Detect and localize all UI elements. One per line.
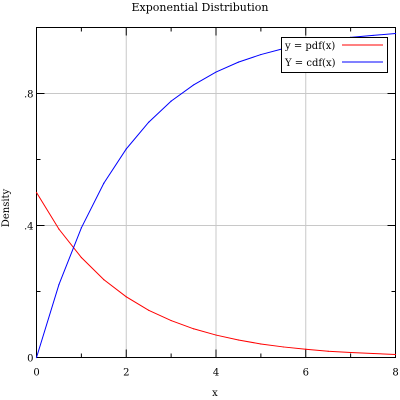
y-tick-label: .4 [24, 222, 34, 233]
series-1-point [148, 121, 150, 123]
tick-layer: 0 2 4 6 8 0 .4 .8 [24, 27, 399, 379]
series-1-point [372, 34, 374, 37]
y-tick-label: 0 [27, 354, 33, 365]
series-1-point [192, 84, 195, 86]
series-0-point [282, 346, 284, 348]
series-0-point [58, 228, 60, 230]
series-0-point [327, 350, 329, 352]
series-0-point [103, 279, 105, 281]
x-tick-label: 2 [123, 368, 129, 379]
series-0-point [260, 343, 262, 345]
series-1-point [237, 61, 240, 63]
series-0-point [394, 353, 397, 356]
grid-layer [36, 27, 396, 358]
x-tick-label: 6 [303, 368, 309, 379]
series-0-point [148, 309, 150, 311]
series-0-point [237, 339, 240, 341]
legend: y = pdf(x) Y = cdf(x) [281, 37, 388, 73]
legend-label-cdf: Y = cdf(x) [284, 58, 336, 69]
series-0-point [170, 319, 172, 322]
series-0-point [350, 351, 352, 354]
x-tick-label: 8 [392, 368, 398, 379]
series-1-point [260, 53, 262, 56]
series-0-point [372, 352, 374, 355]
series-0-point [215, 334, 217, 336]
x-tick-label: 0 [33, 368, 39, 379]
series-1-point [80, 227, 82, 229]
legend-box [281, 37, 388, 73]
series-1-point [170, 100, 172, 102]
legend-label-pdf: y = pdf(x) [284, 41, 335, 52]
x-axis-label: x [212, 388, 218, 399]
chart-title: Exponential Distribution [131, 1, 268, 14]
series-0-point [125, 296, 127, 298]
y-axis-label: Density [1, 188, 12, 227]
series-0-point [80, 256, 82, 259]
series-1-point [35, 356, 38, 359]
series-0-point [35, 191, 38, 194]
series-0-point [192, 328, 195, 330]
series-1-point [394, 32, 397, 35]
y-tick-label: .8 [24, 90, 34, 101]
series-1-point [215, 71, 217, 73]
series-0-point [305, 348, 307, 350]
series-1-point [125, 148, 127, 150]
series-1-point [103, 182, 105, 184]
x-tick-label: 4 [213, 368, 219, 379]
series-1-point [58, 283, 60, 286]
